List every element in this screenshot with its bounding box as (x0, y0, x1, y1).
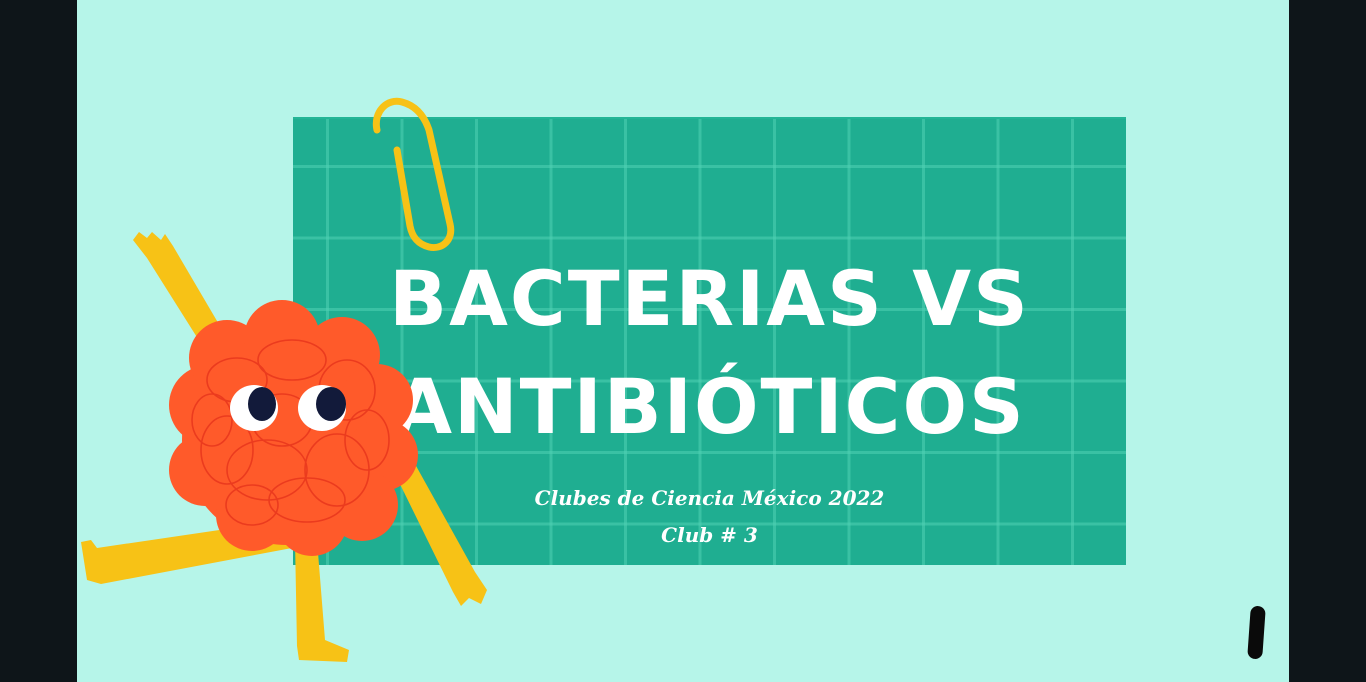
subtitle-line-1: Clubes de Ciencia México 2022 (534, 486, 885, 510)
title-line-2: ANTIBIÓTICOS (393, 362, 1026, 451)
title-line-1: BACTERIAS VS (389, 254, 1030, 343)
slide-subtitle: Clubes de Ciencia México 2022 Club # 3 (293, 480, 1126, 554)
slide-title: BACTERIAS VS ANTIBIÓTICOS (293, 245, 1126, 461)
grid-board (293, 117, 1126, 565)
slide-canvas: BACTERIAS VS ANTIBIÓTICOS Clubes de Cien… (77, 0, 1289, 682)
subtitle-line-2: Club # 3 (661, 523, 758, 547)
mascot-eyes (230, 385, 346, 431)
bacteria-mascot (81, 232, 487, 662)
paperclip-icon (372, 97, 455, 252)
